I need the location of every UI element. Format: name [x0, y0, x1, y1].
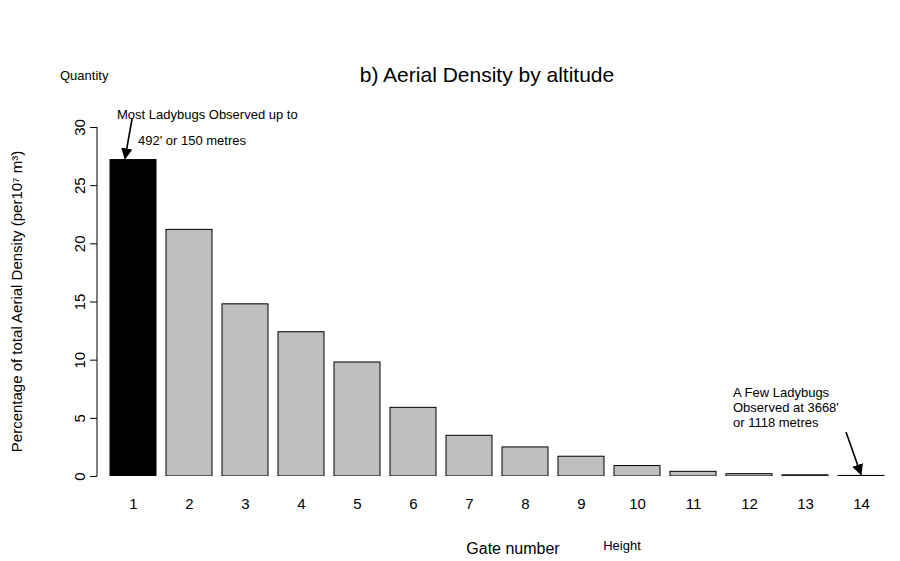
- svg-text:7: 7: [465, 495, 473, 512]
- svg-text:6: 6: [409, 495, 417, 512]
- svg-text:12: 12: [741, 495, 758, 512]
- svg-text:30: 30: [71, 119, 88, 136]
- svg-text:Gate number: Gate number: [466, 540, 560, 557]
- svg-text:8: 8: [521, 495, 529, 512]
- svg-text:Height: Height: [603, 538, 641, 553]
- svg-text:5: 5: [353, 495, 361, 512]
- svg-text:11: 11: [686, 495, 702, 512]
- svg-text:25: 25: [71, 177, 88, 194]
- svg-text:1: 1: [129, 495, 137, 512]
- svg-text:20: 20: [71, 235, 88, 252]
- svg-text:13: 13: [797, 495, 814, 512]
- svg-text:10: 10: [629, 495, 646, 512]
- svg-text:Observed at 3668': Observed at 3668': [733, 400, 839, 415]
- svg-text:0: 0: [71, 472, 88, 480]
- svg-text:A Few Ladybugs: A Few Ladybugs: [733, 385, 830, 400]
- svg-text:4: 4: [297, 495, 305, 512]
- svg-text:492' or 150 metres: 492' or 150 metres: [138, 133, 246, 148]
- svg-text:b) Aerial Density by altitude: b) Aerial Density by altitude: [360, 63, 614, 86]
- svg-text:Quantity: Quantity: [60, 68, 109, 83]
- svg-text:Percentage of total Aerial Den: Percentage of total Aerial Density (per1…: [8, 151, 25, 452]
- svg-text:or 1118 metres: or 1118 metres: [733, 415, 819, 430]
- svg-text:Most Ladybugs Observed up to: Most Ladybugs Observed up to: [117, 107, 298, 122]
- svg-text:10: 10: [71, 352, 88, 369]
- svg-text:5: 5: [71, 414, 88, 422]
- svg-text:9: 9: [577, 495, 585, 512]
- svg-text:14: 14: [853, 495, 870, 512]
- svg-text:3: 3: [241, 495, 249, 512]
- svg-text:15: 15: [71, 294, 88, 311]
- svg-text:2: 2: [185, 495, 193, 512]
